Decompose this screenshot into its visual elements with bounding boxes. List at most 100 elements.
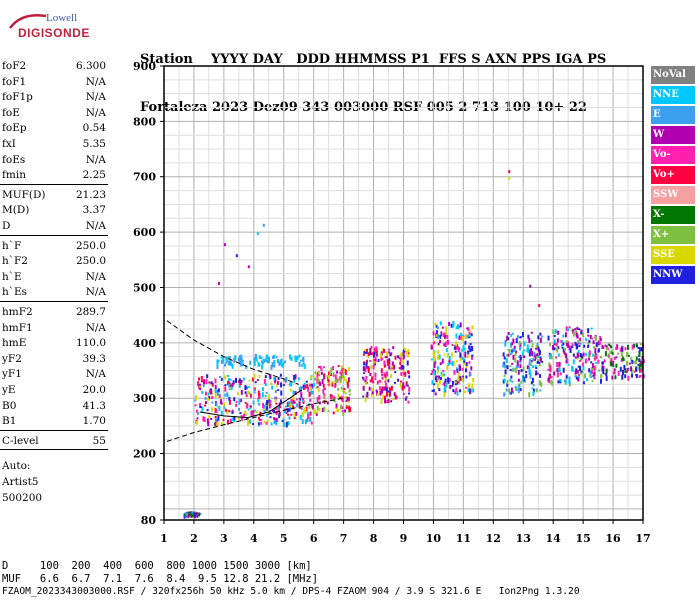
- echo-point: [216, 391, 219, 396]
- echo-point: [303, 383, 306, 386]
- echo-point: [436, 326, 439, 329]
- x-tick-label: 11: [456, 532, 471, 545]
- echo-point: [502, 379, 505, 384]
- echo-point: [576, 343, 579, 349]
- echo-point: [457, 346, 460, 349]
- echo-point: [370, 345, 373, 350]
- echo-point: [441, 373, 444, 378]
- echo-point: [198, 377, 201, 381]
- echo-point: [402, 358, 405, 364]
- echo-point: [365, 359, 368, 364]
- echo-point: [301, 413, 304, 418]
- echo-point: [300, 392, 303, 398]
- echo-point: [567, 363, 570, 366]
- echo-point: [216, 421, 219, 427]
- echo-point: [365, 351, 368, 354]
- echo-point: [468, 345, 471, 350]
- echo-point: [407, 370, 410, 374]
- echo-point: [279, 406, 282, 409]
- echo-point: [517, 378, 520, 382]
- echo-point: [255, 353, 258, 358]
- echo-point: [381, 373, 384, 376]
- echo-point: [607, 354, 610, 357]
- echo-point: [208, 415, 211, 419]
- echo-point: [262, 361, 265, 364]
- echo-point: [229, 387, 232, 390]
- echo-point: [447, 353, 450, 356]
- echo-point: [448, 355, 451, 360]
- echo-point: [200, 376, 203, 380]
- auto-line: Artist5: [2, 476, 39, 489]
- echo-point: [253, 389, 256, 392]
- echo-point: [638, 359, 641, 363]
- echo-point: [322, 395, 325, 398]
- echo-point: [580, 357, 583, 361]
- param-label: h`E: [2, 270, 22, 283]
- echo-point: [263, 378, 266, 384]
- param-row: fxI 5.35: [0, 136, 110, 152]
- echo-point: [547, 335, 550, 341]
- echo-point: [383, 365, 386, 368]
- echo-point: [439, 340, 442, 344]
- echo-point: [536, 360, 539, 364]
- echo-point: [538, 350, 541, 356]
- echo-point: [519, 346, 522, 351]
- echo-point: [503, 356, 506, 360]
- echo-point: [217, 415, 220, 421]
- echo-point: [323, 387, 326, 390]
- echo-point: [230, 384, 233, 390]
- echo-point: [508, 392, 511, 395]
- echo-point: [529, 374, 532, 379]
- echo-point: [587, 328, 590, 334]
- echo-point: [194, 404, 197, 407]
- echo-point: [624, 367, 627, 373]
- echo-point: [327, 379, 330, 383]
- echo-point: [503, 375, 506, 378]
- echo-point: [399, 361, 402, 365]
- echo-point: [390, 352, 393, 356]
- echo-point: [555, 356, 558, 359]
- echo-point: [639, 347, 642, 352]
- echo-point: [601, 365, 604, 370]
- echo-point: [572, 331, 575, 337]
- echo-point: [249, 393, 252, 398]
- echo-point: [555, 342, 558, 347]
- echo-point: [531, 351, 534, 357]
- echo-point: [309, 411, 312, 416]
- echo-point: [303, 363, 306, 369]
- echo-point: [196, 512, 199, 518]
- echo-point: [348, 393, 351, 396]
- echo-point: [434, 361, 437, 364]
- echo-point: [577, 354, 580, 358]
- echo-point: [590, 370, 593, 375]
- echo-point: [523, 377, 526, 383]
- echo-point: [539, 356, 542, 359]
- echo-point: [579, 337, 582, 342]
- echo-point: [308, 391, 311, 397]
- echo-point: [379, 352, 382, 358]
- echo-point: [538, 380, 541, 386]
- h-iga: IGA: [555, 52, 583, 67]
- echo-point: [464, 386, 467, 389]
- echo-point: [273, 418, 276, 424]
- echo-point: [224, 363, 227, 367]
- echo-point: [263, 404, 266, 409]
- echo-point: [620, 358, 623, 363]
- echo-point: [333, 398, 336, 403]
- echo-point: [534, 373, 537, 376]
- echo-point: [241, 362, 244, 366]
- echo-point: [510, 333, 513, 337]
- echo-point: [240, 354, 243, 357]
- echo-point: [279, 373, 282, 377]
- echo-point: [288, 408, 291, 412]
- echo-point: [456, 324, 459, 330]
- echo-point: [208, 396, 211, 400]
- echo-point: [612, 371, 615, 374]
- echo-point: [593, 372, 596, 375]
- echo-point: [385, 371, 388, 377]
- echo-point: [385, 382, 388, 388]
- echo-point: [588, 350, 591, 356]
- echo-point: [261, 402, 264, 408]
- echo-point: [233, 416, 236, 421]
- echo-point: [442, 383, 445, 386]
